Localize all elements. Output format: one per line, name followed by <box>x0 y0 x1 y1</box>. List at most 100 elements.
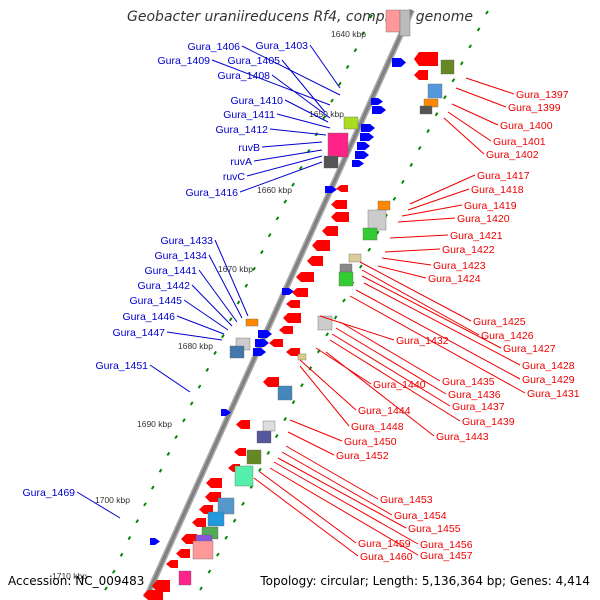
reverse-gene-arrow <box>336 185 348 192</box>
right-gene-label: Gura_1399 <box>508 102 561 114</box>
outer-tick-track <box>393 197 395 200</box>
forward-gene-arrow <box>361 124 375 132</box>
outer-tick-track <box>436 113 438 116</box>
outer-tick-track <box>486 11 488 14</box>
outer-tick-track <box>301 384 303 387</box>
left-gene-label: ruvB <box>238 142 260 154</box>
accession-text: Accession: NC_009483 <box>8 574 144 588</box>
left-leader-line <box>215 240 248 316</box>
inner-tick-track <box>245 284 247 287</box>
inner-tick-track <box>144 503 146 506</box>
scale-label: 1650 kbp <box>309 109 344 119</box>
right-gene-label: Gura_1455 <box>408 523 461 535</box>
inner-tick-track <box>175 436 177 439</box>
inner-tick-track <box>253 267 255 270</box>
right-gene-label: Gura_1424 <box>428 273 481 285</box>
inner-tick-track <box>199 385 201 388</box>
reverse-gene-arrow <box>192 518 206 527</box>
right-leader-line <box>466 78 514 94</box>
scale-label: 1680 kbp <box>178 341 213 351</box>
feature-box <box>400 10 410 36</box>
forward-gene-arrow <box>360 133 374 141</box>
left-gene-label: ruvA <box>230 156 252 168</box>
forward-gene-arrow <box>282 288 294 295</box>
right-gene-label: Gura_1439 <box>462 416 515 428</box>
genome-map: 1640 kbp1650 kbp1660 kbp1670 kbp1680 kbp… <box>0 0 600 600</box>
left-leader-line <box>310 45 340 88</box>
outer-tick-track <box>402 180 404 183</box>
right-leader-line <box>456 88 506 107</box>
reverse-gene-arrow <box>307 256 323 266</box>
right-leader-line <box>382 258 431 265</box>
feature-box <box>324 156 338 168</box>
forward-gene-arrow <box>355 151 369 159</box>
reverse-gene-arrow <box>176 549 190 558</box>
right-gene-label: Gura_1460 <box>360 551 413 563</box>
feature-box <box>344 117 358 129</box>
right-gene-label: Gura_1459 <box>358 538 411 550</box>
left-gene-label: Gura_1447 <box>112 327 165 339</box>
left-gene-label: Gura_1409 <box>157 55 210 67</box>
left-gene-label: Gura_1446 <box>122 311 175 323</box>
right-gene-label: Gura_1457 <box>420 550 473 562</box>
reverse-gene-arrow <box>283 313 301 323</box>
feature-box <box>328 133 348 157</box>
left-leader-line <box>192 285 232 326</box>
right-gene-label: Gura_1444 <box>358 405 411 417</box>
outer-tick-track <box>360 265 362 268</box>
left-gene-label: Gura_1412 <box>215 124 268 136</box>
outer-tick-track <box>217 553 219 556</box>
outer-tick-track <box>326 333 328 336</box>
outer-tick-track <box>242 502 244 505</box>
right-gene-label: Gura_1423 <box>433 260 486 272</box>
right-gene-label: Gura_1440 <box>373 379 426 391</box>
feature-box <box>441 60 454 74</box>
left-gene-label: Gura_1469 <box>22 487 75 499</box>
left-gene-label: Gura_1445 <box>129 295 182 307</box>
right-gene-label: Gura_1450 <box>344 436 397 448</box>
reverse-gene-arrow <box>331 212 349 222</box>
left-gene-label: Gura_1416 <box>185 187 238 199</box>
reverse-gene-arrow <box>312 240 330 251</box>
right-leader-line <box>444 118 484 154</box>
inner-tick-track <box>269 234 271 237</box>
feature-box <box>263 421 275 431</box>
right-leader-line <box>402 205 462 216</box>
outer-tick-track <box>200 587 202 590</box>
right-leader-line <box>300 366 349 426</box>
left-gene-label: Gura_1433 <box>160 235 213 247</box>
reverse-gene-arrow <box>263 377 279 387</box>
inner-tick-track <box>121 553 123 556</box>
right-gene-label: Gura_1402 <box>486 149 539 161</box>
outer-tick-track <box>234 519 236 522</box>
right-gene-label: Gura_1436 <box>448 389 501 401</box>
outer-tick-track <box>478 28 480 31</box>
feature-box <box>257 431 271 443</box>
right-gene-label: Gura_1425 <box>473 316 526 328</box>
outer-tick-track <box>469 45 471 48</box>
feature-box <box>378 201 390 210</box>
forward-gene-arrow <box>372 106 386 114</box>
right-gene-label: Gura_1428 <box>522 360 575 372</box>
right-leader-line <box>448 112 491 141</box>
feature-box <box>339 272 353 286</box>
outer-tick-track <box>276 435 278 438</box>
inner-tick-track <box>214 351 216 354</box>
left-gene-label: Gura_1442 <box>137 280 190 292</box>
reverse-gene-arrow <box>296 272 314 282</box>
left-gene-label: ruvC <box>223 171 246 183</box>
inner-tick-track <box>276 217 278 220</box>
outer-tick-track <box>444 96 446 99</box>
outer-tick-track <box>410 163 412 166</box>
inner-tick-track <box>292 183 294 186</box>
topology-summary: Topology: circular; Length: 5,136,364 bp… <box>260 574 590 588</box>
reverse-gene-arrow <box>206 478 222 488</box>
right-gene-label: Gura_1397 <box>516 89 569 101</box>
feature-box <box>247 450 261 464</box>
left-gene-label: Gura_1403 <box>255 40 308 52</box>
inner-tick-track <box>136 520 138 523</box>
right-leader-line <box>290 420 342 441</box>
feature-box <box>420 106 432 114</box>
forward-gene-arrow <box>325 186 337 193</box>
inner-tick-track <box>113 570 115 573</box>
